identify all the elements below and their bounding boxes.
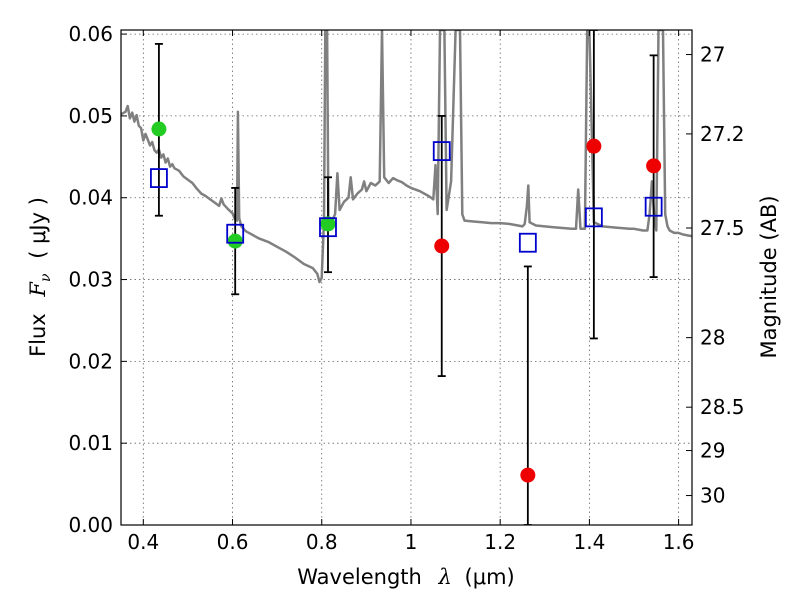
mag-tick-label: 27 — [700, 43, 725, 67]
x-tick-label: 1 — [405, 530, 418, 554]
right-axis-label: Magnitude (AB) — [757, 195, 781, 358]
data-point — [320, 216, 336, 232]
y-tick-label: 0.02 — [68, 349, 113, 373]
x-axis-label-prefix: Wavelength — [297, 565, 422, 589]
x-tick-label: 1.4 — [573, 530, 605, 554]
data-markers — [150, 121, 663, 483]
x-tick-label: 1.6 — [663, 530, 695, 554]
x-axis-label-unit: (μm) — [465, 565, 515, 589]
y-tick-label: 0.03 — [68, 268, 113, 292]
plot-frame — [120, 29, 693, 526]
x-tick-label: 0.4 — [127, 530, 159, 554]
data-point — [227, 233, 243, 249]
y-axis-label-unit: ( μJy ) — [26, 197, 50, 259]
model-point — [644, 196, 663, 217]
model-point — [226, 223, 245, 244]
error-bars — [154, 30, 658, 525]
y-tick-label: 0.06 — [68, 22, 113, 46]
model-point — [584, 207, 603, 228]
x-tick-label: 1.2 — [484, 530, 516, 554]
y-tick-label: 0.00 — [68, 513, 113, 537]
mag-tick-label: 28.5 — [700, 395, 745, 419]
model-point — [150, 168, 168, 188]
mag-tick-label: 27.2 — [700, 122, 745, 146]
x-axis-label-symbol: λ — [438, 565, 452, 589]
data-point — [586, 138, 602, 154]
x-tick-label: 0.6 — [217, 530, 249, 554]
grid-layer — [121, 30, 692, 526]
model-point — [319, 217, 337, 238]
data-point — [646, 158, 662, 174]
mag-tick-label: 29 — [700, 439, 725, 463]
data-point — [151, 121, 167, 137]
mag-tick-label: 28 — [700, 326, 725, 350]
y-tick-label: 0.05 — [68, 104, 113, 128]
mag-tick-label: 30 — [700, 484, 725, 508]
y-axis-label-symbol: F — [26, 281, 50, 298]
model-point — [432, 141, 451, 161]
y-tick-label: 0.04 — [68, 186, 113, 210]
axis-layer: 0.4 0.6 0.8 1 1.2 1.4 1.6 0.00 0.01 0.02 0.03 0.04 0… — [68, 22, 744, 554]
model-point — [518, 232, 537, 253]
y-axis-label: Flux Fν ( μJy ) — [26, 197, 55, 357]
y-tick-label: 0.01 — [68, 431, 113, 455]
data-point — [434, 238, 450, 254]
data-point — [520, 467, 536, 483]
x-axis-label: Wavelength λ (μm) — [297, 565, 514, 589]
y-axis-label-subscript: ν — [38, 273, 54, 282]
sed-model-line — [121, 30, 692, 284]
mag-tick-label: 27.5 — [700, 216, 745, 240]
y-axis-label-prefix: Flux — [26, 313, 50, 357]
x-tick-label: 0.8 — [306, 530, 338, 554]
